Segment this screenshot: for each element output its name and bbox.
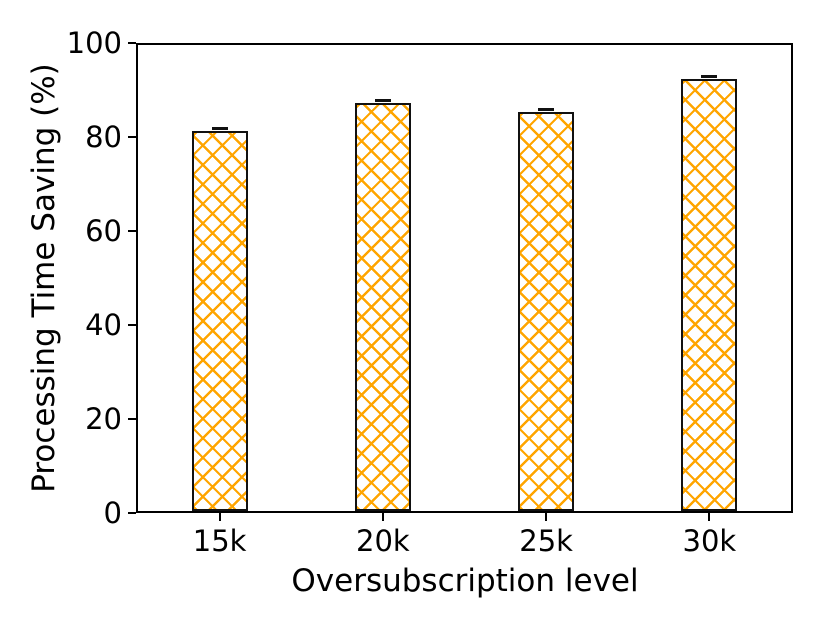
bar-25k xyxy=(518,111,575,511)
y-tick-mark xyxy=(128,512,136,514)
y-tick-label-100: 100 xyxy=(66,26,122,60)
y-tick-label-80: 80 xyxy=(85,120,122,154)
y-tick-label-0: 0 xyxy=(103,496,122,530)
x-tick-label-25k: 25k xyxy=(519,524,573,558)
bar-15k xyxy=(191,131,248,511)
y-tick-mark xyxy=(128,230,136,232)
y-tick-mark xyxy=(128,136,136,138)
x-tick-label-30k: 30k xyxy=(682,524,737,558)
y-tick-mark xyxy=(128,324,136,326)
plot-area xyxy=(136,43,793,513)
y-tick-mark xyxy=(128,418,136,420)
y-axis-label: Processing Time Saving (%) xyxy=(26,63,62,493)
x-tick-label-20k: 20k xyxy=(356,524,410,558)
y-tick-label-40: 40 xyxy=(85,308,122,342)
bar-20k xyxy=(354,103,411,511)
x-tick-label-15k: 15k xyxy=(192,524,247,558)
x-tick-mark xyxy=(708,513,711,521)
y-tick-label-20: 20 xyxy=(85,402,122,436)
y-tick-mark xyxy=(128,42,136,44)
bar-30k xyxy=(681,78,738,511)
x-tick-mark xyxy=(218,513,221,521)
x-tick-mark xyxy=(381,513,384,521)
x-tick-mark xyxy=(545,513,548,521)
error-bar-cap xyxy=(374,99,391,103)
error-bar-cap xyxy=(701,74,718,78)
y-tick-label-60: 60 xyxy=(85,214,122,248)
x-axis-label: Oversubscription level xyxy=(291,563,639,599)
error-bar-cap xyxy=(538,107,555,111)
error-bar-cap xyxy=(211,127,228,131)
